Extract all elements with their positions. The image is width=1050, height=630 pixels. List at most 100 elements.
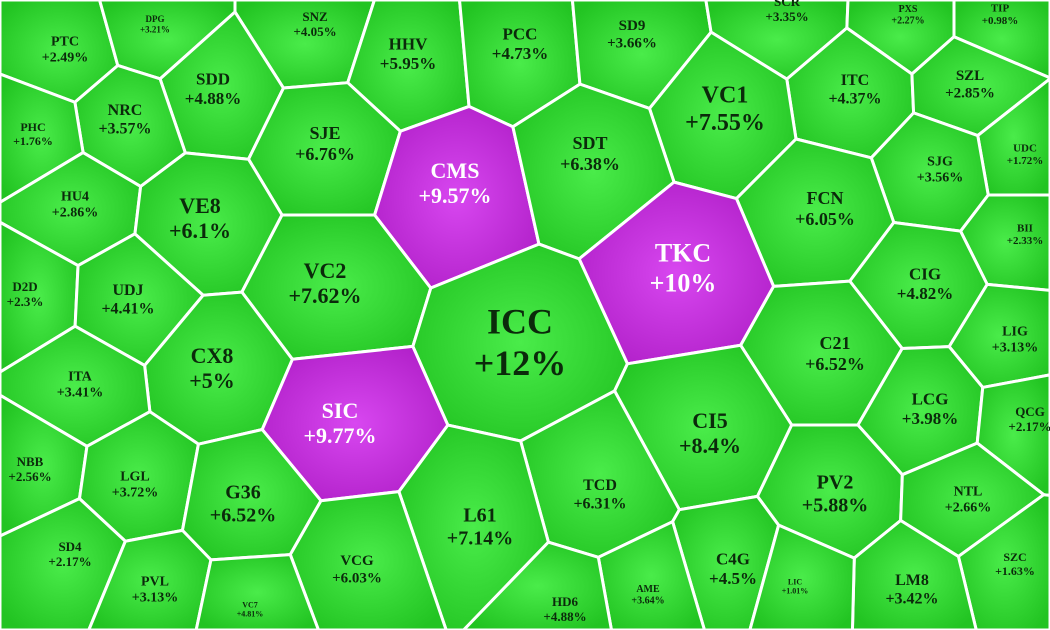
cell-change: +3.42% [885,590,938,607]
cell-ticker: LIG [1002,325,1028,340]
cell-change: +2.85% [945,85,995,101]
cell-ticker: BII [1017,222,1033,234]
cell-ticker: UDC [1013,142,1037,154]
cell-change: +3.72% [112,486,158,501]
cell-change: +3.35% [765,9,808,24]
cell-change: +3.64% [631,595,664,606]
cell-change: +4.81% [237,610,264,619]
cell-change: +2.27% [891,15,924,26]
cell [288,490,448,630]
cell-change: +1.01% [782,587,809,596]
cell-ticker: SDD [196,70,230,89]
cell-ticker: C4G [716,550,750,569]
cell-ticker: ICC [487,301,553,341]
cell-ticker: L61 [463,505,496,527]
cell-change: +9.77% [303,423,376,448]
cell-change: +6.52% [805,354,865,374]
cell-change: +3.98% [902,409,958,428]
cell [850,519,978,630]
cell-ticker: D2D [12,279,37,294]
cell-change: +9.57% [418,183,491,208]
cell-ticker: SDT [572,133,607,153]
cell-ticker: SZC [1003,550,1026,564]
cell-ticker: UDJ [112,282,143,299]
cell-change: +2.66% [945,501,991,516]
cell-change: +10% [650,269,717,298]
cell-change: +1.63% [995,564,1035,578]
cell-change: +4.05% [293,24,336,39]
cell-ticker: TKC [655,239,711,268]
cell-ticker: FCN [807,188,844,208]
cell-ticker: G36 [225,482,261,504]
cell-change: +1.76% [13,134,53,148]
cell-change: +3.56% [917,171,963,186]
cell-change: +2.56% [8,469,51,484]
cell-change: +3.41% [57,386,103,401]
cell-ticker: CIG [909,265,941,284]
cell-ticker: DPG [146,14,165,24]
cell-change: +4.88% [185,89,241,108]
cell-change: +0.98% [982,15,1019,27]
cell-change: +6.52% [210,505,276,527]
cell-ticker: LCG [912,390,949,409]
cell-change: +2.17% [48,554,91,569]
cell-ticker: C21 [820,333,851,353]
cell-ticker: SD9 [619,18,646,34]
cell-ticker: VC2 [304,258,347,283]
cell-change: +6.38% [560,154,620,174]
cell-change: +5% [189,368,235,393]
cell-ticker: TCD [583,477,617,494]
cell-ticker: VC1 [702,82,749,108]
cell-ticker: PV2 [817,472,854,494]
cell-change: +4.41% [101,300,154,317]
cell-change: +2.3% [7,294,44,309]
cell-ticker: NBB [17,454,44,469]
cell-ticker: NRC [108,102,143,119]
cell-change: +8.4% [679,433,741,458]
cell-change: +4.82% [897,284,953,303]
cell-ticker: ITC [841,72,869,89]
cell-change: +3.66% [607,35,657,51]
cell-change: +2.49% [42,51,88,66]
cell-ticker: HU4 [61,190,89,205]
cell-ticker: HHV [389,35,428,54]
cell-ticker: AME [636,584,660,595]
cell-change: +3.13% [132,591,178,606]
cell-ticker: VE8 [179,193,221,218]
cell-change: +5.88% [802,495,868,517]
cell-change: +1.72% [1007,155,1044,167]
cell-ticker: PHC [20,120,45,134]
cell-ticker: SCR [774,0,801,9]
cell-change: +4.5% [709,569,757,588]
cell-ticker: CMS [431,158,480,183]
cell-change: +6.31% [573,495,626,512]
cell-change: +3.21% [140,24,170,34]
cell-change: +6.1% [169,218,231,243]
cell-ticker: PCC [503,25,538,44]
cell-ticker: TIP [991,2,1010,14]
cell-ticker: CX8 [191,343,234,368]
cell-ticker: CI5 [692,408,727,433]
cell-ticker: SIC [322,398,359,423]
cell [952,0,1050,80]
cell-change: +7.62% [288,283,361,308]
cell-ticker: SZL [956,68,984,84]
cell-ticker: ITA [68,370,93,385]
cell-ticker: SD4 [58,539,82,554]
cell [194,553,320,630]
cell-ticker: SNZ [302,9,328,24]
cell-change: +3.57% [98,120,151,137]
cell-change: +7.14% [447,528,513,550]
cell-ticker: SJG [927,155,953,170]
cell-ticker: LGL [120,470,150,485]
cell [462,540,613,630]
cell-change: +4.37% [828,90,881,107]
cell-ticker: PTC [51,35,79,50]
cell-change: +3.13% [992,341,1038,356]
cell-change: +4.88% [543,609,586,624]
cell-change: +6.03% [332,570,382,586]
cell-change: +7.55% [685,110,765,136]
cell-ticker: PXS [899,4,918,15]
cell-ticker: QCG [1015,404,1045,419]
